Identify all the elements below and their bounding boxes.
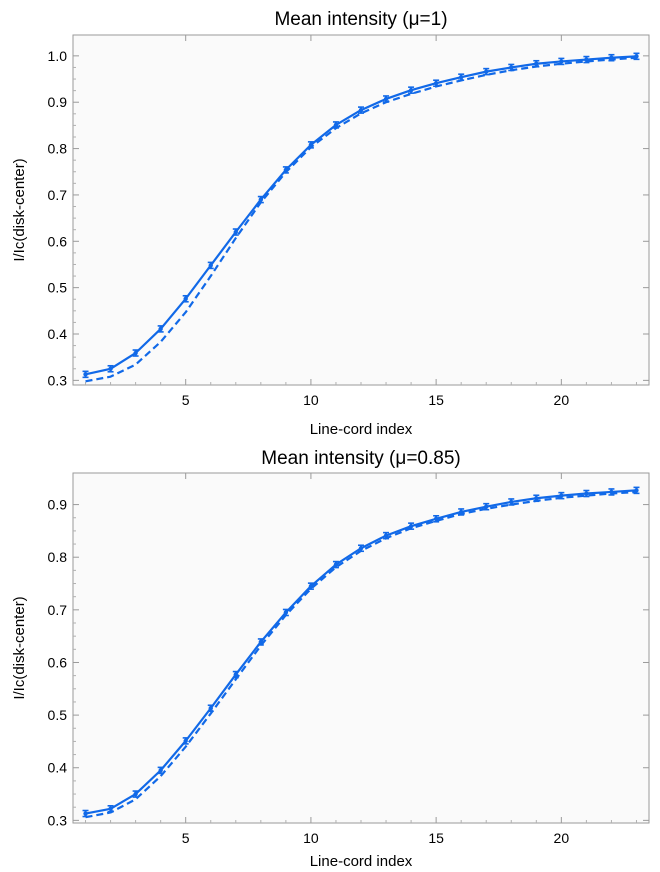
plot-frame <box>72 34 650 386</box>
y-tick-label: 0.8 <box>48 141 68 157</box>
data-point <box>182 737 189 745</box>
chart-title: Mean intensity (μ=0.85) <box>261 448 460 469</box>
data-point <box>157 325 164 333</box>
y-tick-label: 0.7 <box>48 187 68 203</box>
data-point <box>182 294 189 303</box>
chart-title: Mean intensity (μ=1) <box>274 9 447 30</box>
ticks-group: 5 10 15 20 0.3 0.4 0.5 0.6 0.7 0.8 0.9 1.0 <box>48 35 649 408</box>
data-point <box>433 514 440 523</box>
data-point <box>157 766 164 775</box>
y-tick-label: 0.7 <box>48 602 68 618</box>
x-axis-label: Line-cord index <box>310 421 413 438</box>
x-tick-label: 20 <box>554 830 570 846</box>
chart-panel-1: Mean intensity (μ=1) Line-cord index I/I… <box>11 9 650 438</box>
data-point <box>107 364 114 373</box>
series-group <box>82 486 640 819</box>
data-point <box>508 498 515 506</box>
data-point <box>307 582 314 590</box>
y-tick-label: 0.3 <box>48 812 68 828</box>
y-tick-label: 1.0 <box>48 48 68 64</box>
x-tick-label: 15 <box>428 830 444 846</box>
x-tick-label: 5 <box>182 392 190 408</box>
y-tick-label: 0.4 <box>48 760 68 776</box>
data-point <box>132 790 139 798</box>
data-point <box>207 704 214 713</box>
data-point <box>207 261 214 270</box>
data-point <box>408 86 415 94</box>
chart-panel-2: Mean intensity (μ=0.85) Line-cord index … <box>11 448 650 870</box>
series-group <box>82 52 640 383</box>
y-tick-label: 0.8 <box>48 549 68 565</box>
x-tick-label: 10 <box>303 392 319 408</box>
y-tick-label: 0.4 <box>48 326 68 342</box>
y-tick-label: 0.5 <box>48 280 68 296</box>
data-point <box>483 67 490 76</box>
series-line-dashed <box>85 56 637 383</box>
data-point <box>583 489 590 498</box>
ticks-group: 5 10 15 20 0.3 0.4 0.5 0.6 0.7 0.8 0.9 <box>48 473 649 846</box>
x-tick-label: 5 <box>182 830 190 846</box>
y-tick-label: 0.6 <box>48 233 68 249</box>
y-tick-label: 0.5 <box>48 707 68 723</box>
series-line-dashed <box>85 490 637 819</box>
x-tick-label: 15 <box>428 392 444 408</box>
data-point <box>132 349 139 357</box>
y-axis-label: I/Ic(disk-center) <box>11 158 28 261</box>
x-axis-label: Line-cord index <box>310 853 413 870</box>
y-tick-label: 0.9 <box>48 94 68 110</box>
y-tick-label: 0.9 <box>48 497 68 513</box>
x-tick-label: 20 <box>554 392 570 408</box>
y-axis-label: I/Ic(disk-center) <box>11 596 28 699</box>
data-point <box>82 370 89 379</box>
y-tick-label: 0.6 <box>48 654 68 670</box>
data-point <box>232 228 239 236</box>
x-tick-label: 10 <box>303 830 319 846</box>
y-tick-label: 0.3 <box>48 372 68 388</box>
